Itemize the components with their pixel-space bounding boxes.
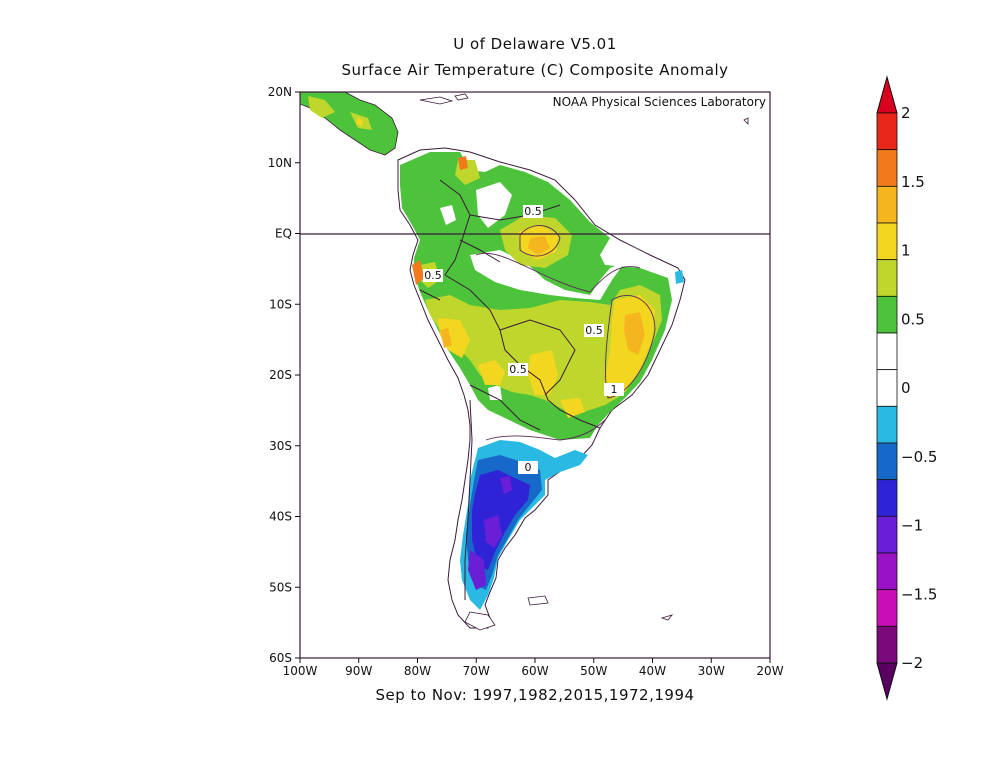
contour-label: 1 xyxy=(611,383,618,396)
colorbar-bin xyxy=(876,369,898,407)
lat-label: 50S xyxy=(269,580,292,594)
lon-label: 20W xyxy=(756,664,783,678)
contour-labels: 0.5 0.5 0.5 0.5 1 0 xyxy=(423,205,624,474)
colorbar-over-triangle xyxy=(876,75,898,114)
credit-text: NOAA Physical Sciences Laboratory xyxy=(553,95,766,109)
colorbar-bin xyxy=(876,222,898,261)
contour-label-bg xyxy=(584,324,604,337)
colorbar-bin xyxy=(876,405,898,444)
contour-lines xyxy=(475,225,656,441)
colorbar-bin xyxy=(876,149,898,187)
lat-label: 10S xyxy=(269,297,292,311)
colorbar-label: −2 xyxy=(901,654,923,672)
lat-label: EQ xyxy=(275,227,292,241)
colorbar-label: 1.5 xyxy=(901,173,925,191)
colorbar-label: −0.5 xyxy=(901,448,937,466)
title-line-2: Surface Air Temperature (C) Composite An… xyxy=(341,61,729,79)
colorbar-bin xyxy=(876,589,898,627)
season-years-subtitle: Sep to Nov: 1997,1982,2015,1972,1994 xyxy=(375,686,695,704)
colorbar-under-triangle xyxy=(876,662,898,701)
contour-label-bg xyxy=(423,269,443,282)
colorbar-bin xyxy=(876,295,898,334)
lat-label: 40S xyxy=(269,510,292,524)
colorbar-bin xyxy=(876,112,898,151)
colorbar-bin xyxy=(876,185,898,224)
country-borders xyxy=(419,179,601,600)
colorbar-bin xyxy=(876,479,898,517)
colorbar-bin xyxy=(876,442,898,481)
title-line-1: U of Delaware V5.01 xyxy=(453,35,617,53)
lon-label: 80W xyxy=(404,664,431,678)
contour-label: 0.5 xyxy=(424,269,442,282)
colorbar-label: 1 xyxy=(901,242,911,260)
lon-label: 100W xyxy=(283,664,318,678)
anomaly-field xyxy=(300,92,749,631)
colorbar-label: 0.5 xyxy=(901,310,925,328)
colorbar-bin xyxy=(876,259,898,297)
colorbar-bin xyxy=(876,625,898,664)
lon-label: 60W xyxy=(521,664,548,678)
lon-label: 40W xyxy=(639,664,666,678)
colorbar-label: 2 xyxy=(901,104,911,122)
contour-label-bg xyxy=(518,461,538,474)
contour-label: 0.5 xyxy=(509,363,527,376)
lat-label: 20S xyxy=(269,368,292,382)
lat-label: 20N xyxy=(268,85,292,99)
lon-label: 70W xyxy=(463,664,490,678)
colorbar-bin xyxy=(876,332,898,371)
contour-label: 0.5 xyxy=(585,324,603,337)
colorbar-label: −1 xyxy=(901,517,923,535)
lat-label: 10N xyxy=(268,156,292,170)
colorbar-label: 0 xyxy=(901,379,911,397)
contour-label: 0.5 xyxy=(524,205,542,218)
lon-label: 90W xyxy=(345,664,372,678)
lat-label: 30S xyxy=(269,439,292,453)
colorbar-bin xyxy=(876,552,898,591)
contour-label: 0 xyxy=(525,461,532,474)
contour-label-bg xyxy=(508,363,528,376)
lon-label: 30W xyxy=(698,664,725,678)
lat-label: 60S xyxy=(269,651,292,665)
colorbar-label: −1.5 xyxy=(901,585,937,603)
lon-label: 50W xyxy=(580,664,607,678)
contour-label-bg xyxy=(604,383,624,396)
colorbar: 2 1.5 1 0.5 0 −0.5 −1 −1.5 −2 xyxy=(876,75,937,701)
credit-background xyxy=(510,93,769,111)
colorbar-bin xyxy=(876,515,898,554)
contour-label-bg xyxy=(523,205,543,218)
